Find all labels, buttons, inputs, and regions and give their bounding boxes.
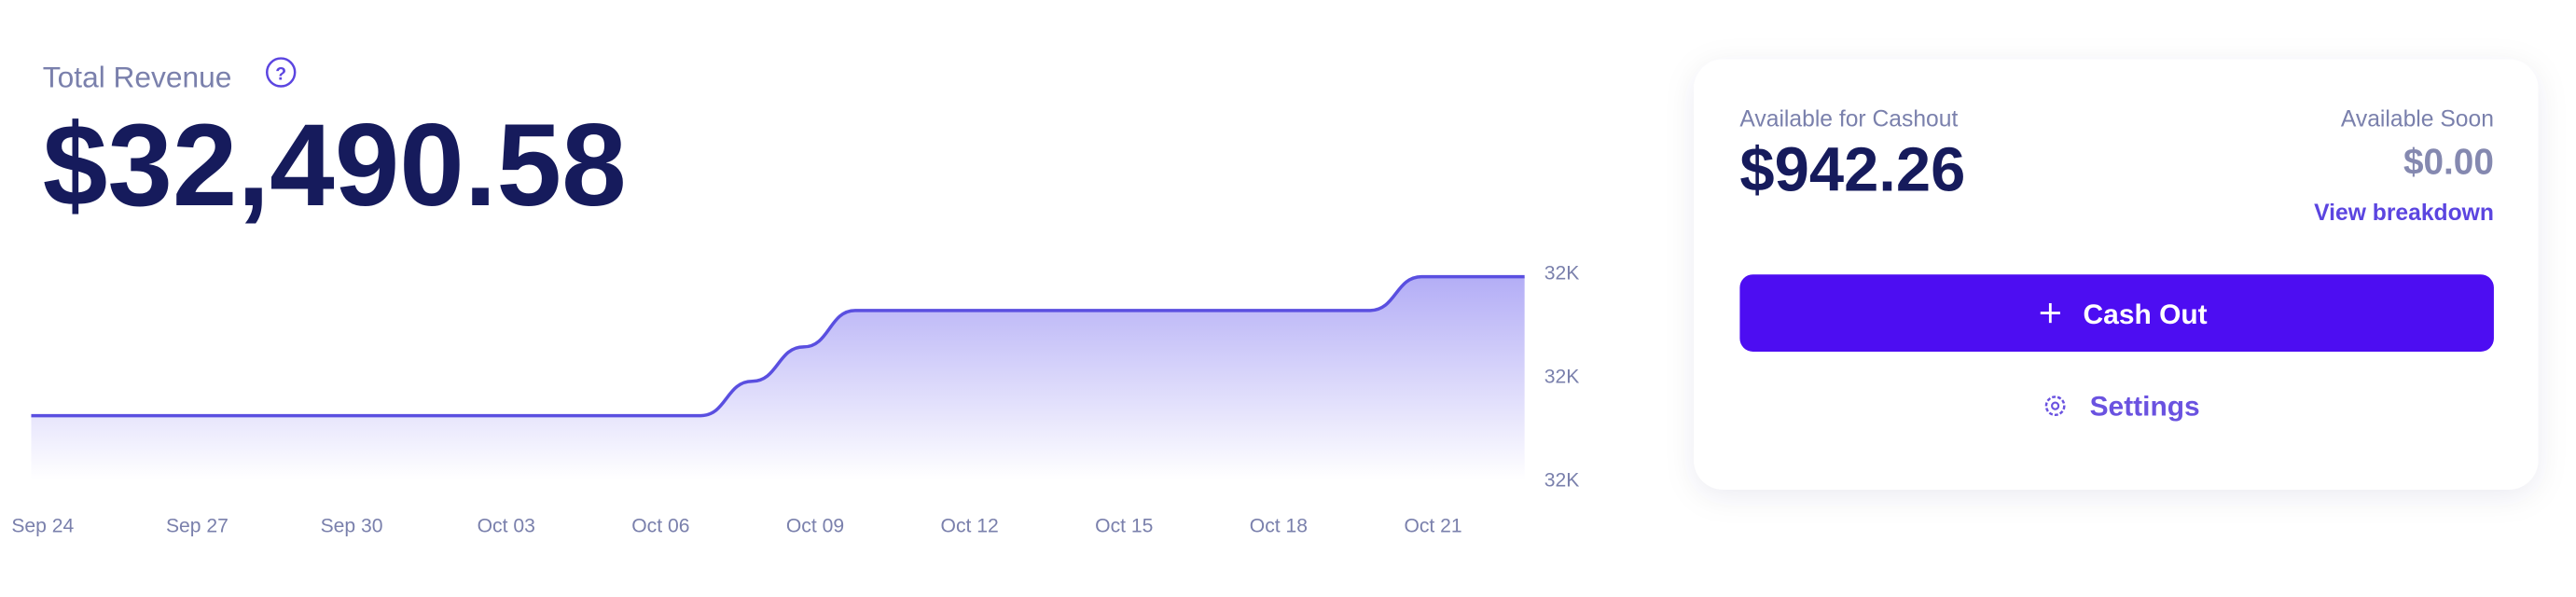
- available-value: $942.26: [1739, 134, 1965, 204]
- breakdown-link[interactable]: View breakdown: [2314, 201, 2494, 226]
- x-tick-label: Sep 27: [166, 516, 229, 537]
- x-tick-label: Oct 21: [1404, 516, 1461, 537]
- soon-value: $0.00: [2403, 143, 2494, 183]
- x-tick-label: Oct 03: [478, 516, 535, 537]
- help-icon-glyph[interactable]: ?: [275, 63, 286, 84]
- settings-icon[interactable]: [2051, 401, 2060, 410]
- y-tick-label: 32K: [1544, 366, 1580, 387]
- cashout-button[interactable]: [1739, 274, 2494, 352]
- revenue-line: [31, 274, 1525, 418]
- x-tick-label: Oct 15: [1095, 516, 1153, 537]
- area-fill: [31, 276, 1525, 480]
- y-tick-label: 32K: [1544, 469, 1580, 491]
- x-tick-label: Oct 18: [1250, 516, 1308, 537]
- settings-link[interactable]: Settings: [2090, 392, 2200, 423]
- soon-label: Available Soon: [2341, 107, 2494, 132]
- revenue-chart: 32K 32K 32K Sep 24 Sep 27 Sep 30 Oct 03 Oct 06 O…: [11, 262, 1579, 536]
- revenue-title: Total Revenue: [43, 60, 232, 93]
- x-tick-label: Oct 06: [631, 516, 689, 537]
- x-tick-label: Oct 12: [941, 516, 999, 537]
- y-tick-label: 32K: [1544, 262, 1580, 284]
- available-label: Available for Cashout: [1739, 107, 1958, 132]
- cashout-button-label[interactable]: Cash Out: [2084, 299, 2208, 330]
- x-tick-label: Sep 30: [321, 516, 383, 537]
- settings-icon[interactable]: [2044, 396, 2066, 417]
- x-tick-label: Oct 09: [786, 516, 844, 537]
- revenue-value: $32,490.58: [43, 100, 627, 230]
- x-tick-label: Sep 24: [11, 516, 74, 537]
- help-icon[interactable]: [266, 57, 297, 88]
